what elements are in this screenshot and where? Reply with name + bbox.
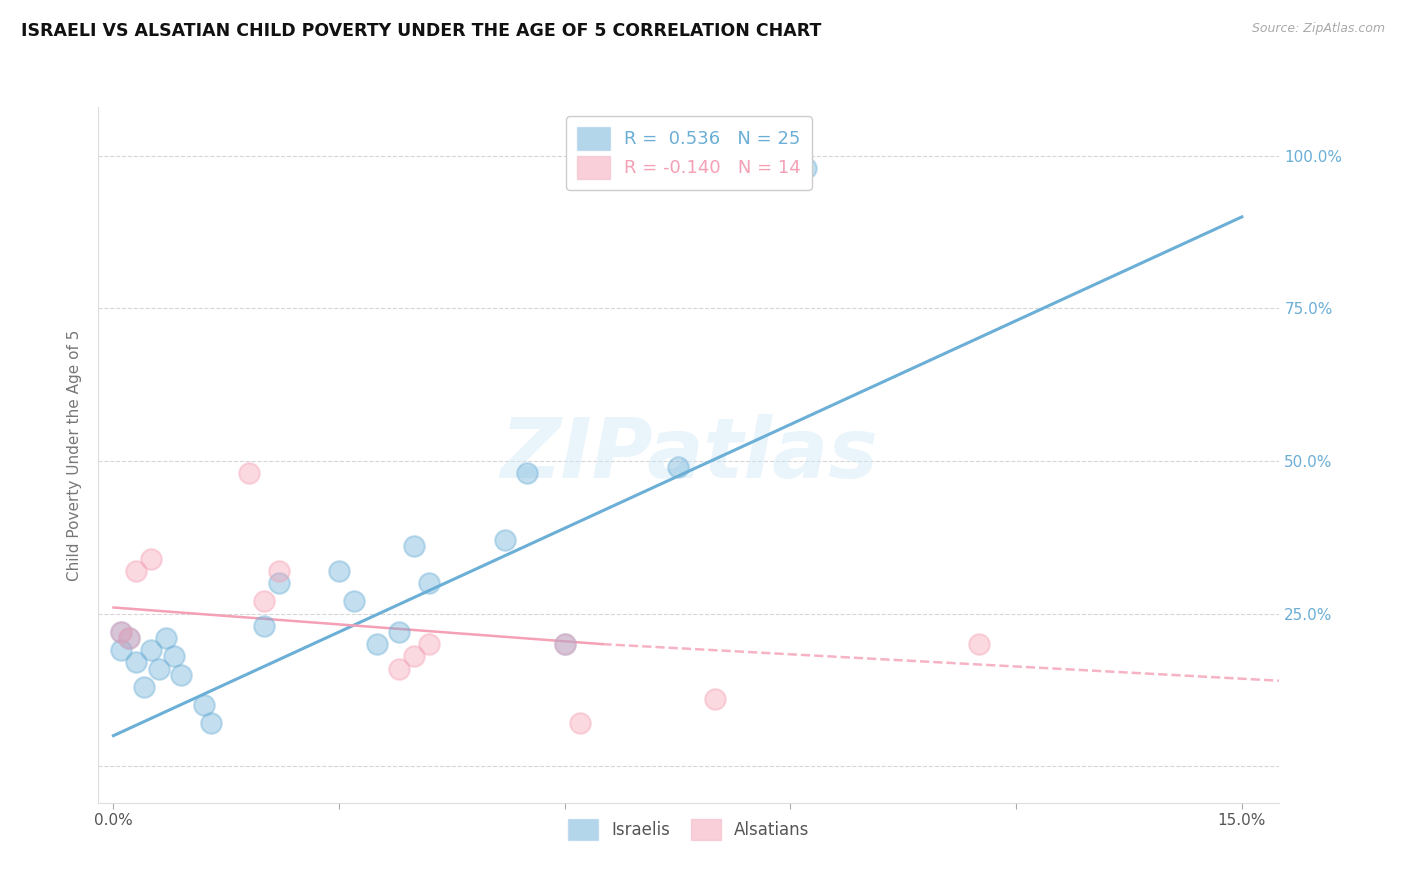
Point — [267, 576, 290, 591]
Point — [404, 649, 426, 664]
Point — [148, 661, 170, 675]
Text: ZIPatlas: ZIPatlas — [501, 415, 877, 495]
Point — [568, 716, 591, 731]
Point — [125, 564, 148, 578]
Point — [139, 643, 162, 657]
Point — [388, 624, 411, 639]
Point — [404, 540, 426, 554]
Point — [967, 637, 990, 651]
Point — [343, 594, 366, 608]
Text: ISRAELI VS ALSATIAN CHILD POVERTY UNDER THE AGE OF 5 CORRELATION CHART: ISRAELI VS ALSATIAN CHILD POVERTY UNDER … — [21, 22, 821, 40]
Point — [170, 667, 193, 681]
Point — [163, 649, 186, 664]
Point — [418, 576, 440, 591]
Point — [238, 467, 260, 481]
Point — [494, 533, 516, 548]
Point — [704, 692, 727, 706]
Point — [193, 698, 215, 713]
Point — [253, 594, 276, 608]
Point — [253, 619, 276, 633]
Point — [388, 661, 411, 675]
Point — [554, 637, 576, 651]
Point — [200, 716, 222, 731]
Point — [110, 643, 132, 657]
Point — [110, 624, 132, 639]
Y-axis label: Child Poverty Under the Age of 5: Child Poverty Under the Age of 5 — [66, 329, 82, 581]
Text: Source: ZipAtlas.com: Source: ZipAtlas.com — [1251, 22, 1385, 36]
Point — [132, 680, 155, 694]
Point — [110, 624, 132, 639]
Point — [117, 631, 139, 645]
Legend: Israelis, Alsatians: Israelis, Alsatians — [562, 812, 815, 847]
Point — [155, 631, 177, 645]
Point — [139, 551, 162, 566]
Point — [516, 467, 538, 481]
Point — [666, 460, 689, 475]
Point — [117, 631, 139, 645]
Point — [794, 161, 817, 175]
Point — [267, 564, 290, 578]
Point — [125, 656, 148, 670]
Point — [366, 637, 388, 651]
Point — [554, 637, 576, 651]
Point — [418, 637, 440, 651]
Point — [328, 564, 350, 578]
